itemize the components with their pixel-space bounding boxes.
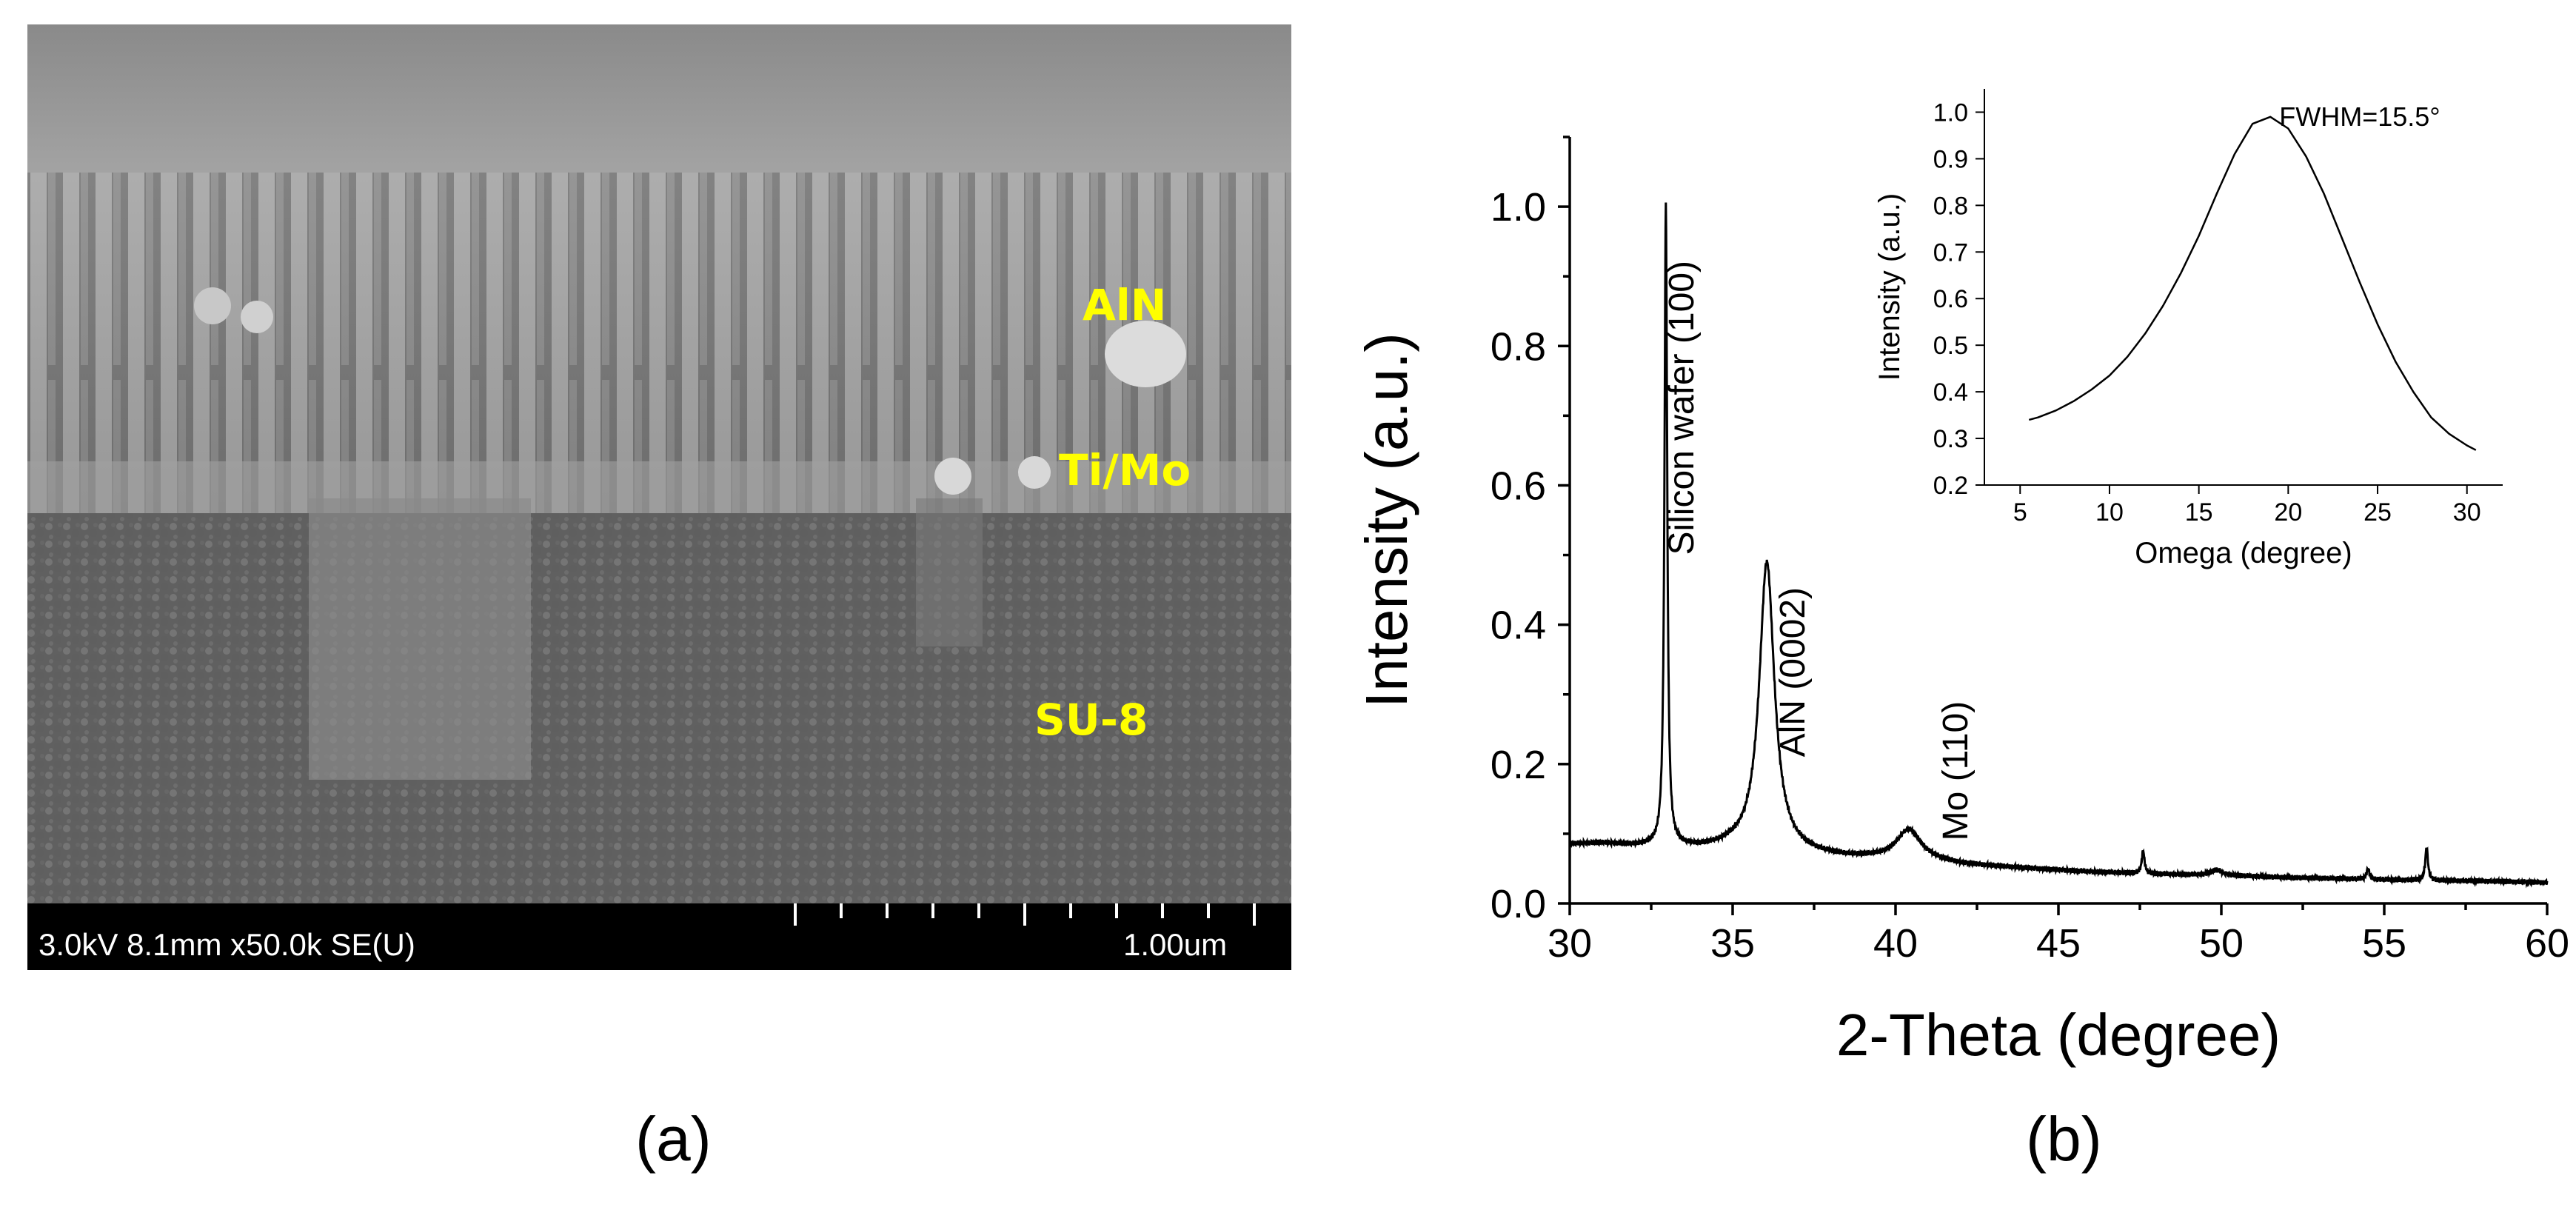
- y-tick-label: 0.0: [1491, 882, 1546, 926]
- xrd-chart: 30 35 40 45 50 55 60 0.0 0.2 0.4 0.6 0.8 1.0 2-Theta …: [1354, 89, 2569, 1068]
- x-tick-label: 40: [1873, 921, 1918, 966]
- peak-annotation: AlN (0002): [1773, 587, 1813, 757]
- inset-x-axis-title: Omega (degree): [2135, 537, 2352, 569]
- y-tick-label: 0.8: [1491, 324, 1546, 369]
- timo-layer-label: Ti/Mo: [1059, 445, 1191, 495]
- sem-info-bar: 3.0kV 8.1mm x50.0k SE(U) 1.00um: [27, 903, 1291, 970]
- peak-annotation: Silicon wafer (100): [1662, 261, 1702, 555]
- aln-layer-label: AlN: [1083, 280, 1167, 330]
- x-tick-label: 35: [1710, 921, 1755, 966]
- x-tick-label: 60: [2525, 921, 2569, 966]
- sem-micrograph-panel: AlN Ti/Mo SU-8 3.0kV 8.1mm x50.0k SE(U) …: [27, 24, 1291, 970]
- inset-y-tick-label: 0.8: [1933, 192, 1968, 220]
- scale-bar-ticks: [794, 903, 1256, 926]
- sem-micrograph-image: [27, 24, 1291, 903]
- inset-y-tick-label: 1.0: [1933, 98, 1968, 127]
- inset-y-tick-label: 0.3: [1933, 425, 1968, 453]
- su8-layer-label: SU-8: [1034, 695, 1148, 745]
- inset-y-tick-label: 0.4: [1933, 378, 1968, 407]
- scale-bar-label: 1.00um: [1123, 927, 1228, 962]
- inset-y-tick-label: 0.9: [1933, 145, 1968, 173]
- inset-y-axis-title: Intensity (a.u.): [1873, 193, 1906, 381]
- x-tick-label: 50: [2199, 921, 2244, 966]
- x-tick-label: 30: [1548, 921, 1592, 966]
- y-tick-label: 0.6: [1491, 464, 1546, 508]
- y-tick-label: 0.2: [1491, 743, 1546, 787]
- inset-x-tick-label: 15: [2185, 498, 2213, 527]
- x-tick-label: 55: [2362, 921, 2406, 966]
- x-axis-title: 2-Theta (degree): [1836, 1002, 2281, 1068]
- panel-a-caption: (a): [635, 1104, 712, 1174]
- rocking-curve-line: [2028, 116, 2477, 451]
- inset-y-tick-label: 0.7: [1933, 238, 1968, 267]
- inset-x-tick-label: 10: [2095, 498, 2124, 527]
- sem-acquisition-info: 3.0kV 8.1mm x50.0k SE(U): [39, 927, 415, 962]
- x-tick-label: 45: [2036, 921, 2081, 966]
- inset-x-tick-label: 20: [2274, 498, 2302, 527]
- inset-x-tick-label: 30: [2453, 498, 2481, 527]
- peak-annotation: Mo (110): [1936, 701, 1976, 841]
- y-tick-label: 1.0: [1491, 185, 1546, 230]
- panel-b-caption: (b): [2026, 1104, 2102, 1174]
- inset-y-tick-label: 0.6: [1933, 285, 1968, 313]
- fwhm-annotation: FWHM=15.5°: [2279, 101, 2440, 132]
- inset-x-tick-label: 5: [2013, 498, 2027, 527]
- inset-x-tick-label: 25: [2363, 498, 2392, 527]
- inset-y-tick-label: 0.5: [1933, 332, 1968, 360]
- xrd-pattern-line: [1568, 202, 2549, 889]
- y-tick-label: 0.4: [1491, 604, 1546, 648]
- y-axis-title: Intensity (a.u.): [1354, 332, 1419, 708]
- inset-y-tick-label: 0.2: [1933, 472, 1968, 500]
